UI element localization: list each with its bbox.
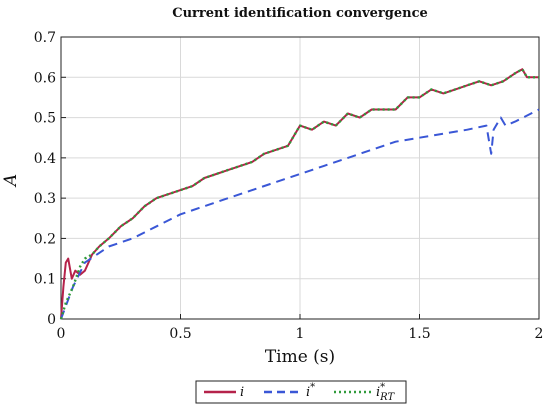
y-tick-label: 0.6 xyxy=(34,70,56,86)
y-tick-label: 0.2 xyxy=(34,231,56,247)
grid xyxy=(61,37,539,319)
x-tick-label: 1.5 xyxy=(408,326,430,342)
x-tick-label: 0 xyxy=(57,326,66,342)
y-tick-label: 0.7 xyxy=(34,30,56,46)
legend-label-i-rt: i* RT xyxy=(376,382,396,403)
y-tick-label: 0 xyxy=(47,312,56,328)
axis-ticks: 0 0.5 1 1.5 2 0 0.1 0.2 0.3 0.4 0.5 0.6 0.7 xyxy=(34,30,544,342)
y-tick-label: 0.3 xyxy=(34,191,56,207)
legend-label-i: i xyxy=(240,385,244,400)
y-tick-label: 0.1 xyxy=(34,272,56,288)
x-tick-label: 2 xyxy=(535,326,544,342)
series-lines xyxy=(59,67,540,320)
y-axis-label: A xyxy=(1,174,21,188)
x-axis-label: Time (s) xyxy=(265,347,335,367)
y-tick-label: 0.5 xyxy=(34,111,56,127)
x-tick-label: 0.5 xyxy=(169,326,191,342)
y-tick-label: 0.4 xyxy=(34,151,56,167)
chart-title: Current identification convergence xyxy=(172,6,428,21)
x-tick-label: 1 xyxy=(296,326,305,342)
series-i-star-line xyxy=(60,108,540,320)
series-i-line xyxy=(60,68,539,320)
legend-box xyxy=(195,380,407,404)
series-i-rt-line xyxy=(59,67,539,320)
legend: i i* i* RT xyxy=(195,380,407,404)
legend-label-i-star: i* xyxy=(306,382,315,400)
